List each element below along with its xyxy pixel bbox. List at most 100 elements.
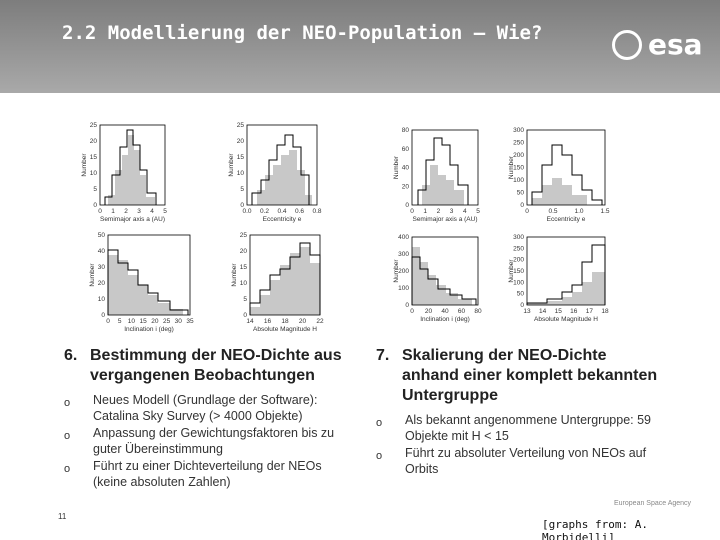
x-tick-label: 80 (474, 308, 482, 315)
bullet-marker: o (64, 397, 71, 409)
x-tick-label: 0 (525, 208, 529, 215)
x-axis-label: Absolute Magnitude H (534, 316, 598, 323)
y-tick-label: 25 (90, 122, 98, 129)
y-axis-label: Number (228, 153, 235, 177)
bullet-marker: o (64, 463, 71, 475)
agency-name: European Space Agency (614, 500, 692, 507)
bullet: o Führt zu absoluter Verteilung von NEOs … (376, 445, 666, 477)
y-tick-label: 30 (98, 264, 106, 271)
plot-frame (246, 124, 318, 206)
y-tick-label: 20 (240, 248, 248, 255)
x-tick-label: 4 (463, 208, 467, 215)
y-tick-label: 300 (513, 127, 524, 134)
x-tick-label: 60 (458, 308, 466, 315)
bullet-text: Neues Modell (Grundlage der Software): C… (93, 393, 318, 423)
plot-frame (411, 236, 479, 306)
y-tick-label: 10 (98, 296, 106, 303)
y-axis-label: Number (81, 153, 88, 177)
plot-frame (526, 236, 606, 306)
bullet: o Anpassung der Gewichtungsfaktoren bis z… (64, 425, 354, 457)
x-axis-label: Eccentricity e (547, 216, 586, 223)
y-tick-label: 15 (240, 264, 248, 271)
histogram (526, 244, 606, 305)
y-tick-label: 15 (90, 154, 98, 161)
y-tick-label: 25 (240, 232, 248, 239)
y-tick-label: 5 (93, 186, 97, 193)
x-tick-label: 22 (316, 318, 324, 325)
y-tick-label: 300 (513, 234, 524, 241)
y-axis-label: Number (393, 259, 400, 283)
heading-text: Skalierung der NEO-Dichte anhand einer k… (402, 347, 658, 404)
histogram (411, 247, 477, 305)
x-tick-label: 0.8 (312, 208, 321, 215)
y-tick-label: 250 (513, 245, 524, 252)
bullet-text: Führt zu absoluter Verteilung von NEOs a… (405, 446, 647, 476)
y-tick-label: 200 (513, 257, 524, 264)
y-tick-label: 10 (240, 280, 248, 287)
x-tick-label: 30 (175, 318, 183, 325)
y-axis-label: Number (508, 155, 515, 179)
x-tick-label: 0.4 (277, 208, 286, 215)
y-tick-label: 10 (90, 170, 98, 177)
y-tick-label: 200 (513, 152, 524, 159)
x-tick-label: 5 (118, 318, 122, 325)
y-tick-label: 10 (237, 170, 245, 177)
x-tick-label: 16 (264, 318, 272, 325)
y-tick-label: 20 (237, 138, 245, 145)
x-tick-label: 3 (137, 208, 141, 215)
heading-number: 6. (64, 347, 78, 364)
histogram (107, 249, 189, 315)
y-tick-label: 150 (513, 165, 524, 172)
histogram (249, 242, 321, 315)
y-tick-label: 0 (240, 202, 244, 209)
bullet-text: Anpassung der Gewichtungsfaktoren bis zu… (93, 426, 335, 456)
logo: esa (648, 28, 703, 61)
y-tick-label: 0 (101, 312, 105, 319)
x-tick-label: 35 (186, 318, 194, 325)
slide-title: 2.2 Modellierung der NEO-Population – Wi… (62, 22, 543, 44)
x-tick-label: 15 (555, 308, 563, 315)
x-axis-label: Eccentricity e (263, 216, 302, 223)
x-tick-label: 0 (106, 318, 110, 325)
y-tick-label: 0 (405, 202, 409, 209)
x-tick-label: 1.5 (600, 208, 609, 215)
y-tick-label: 300 (398, 251, 409, 258)
page-number: 11 (58, 512, 67, 521)
y-tick-label: 50 (517, 190, 525, 197)
heading: 6. Bestimmung der NEO-Dichte aus vergange… (64, 346, 354, 386)
x-tick-label: 20 (151, 318, 159, 325)
bullet-list: o Neues Modell (Grundlage der Software): … (64, 392, 354, 490)
x-tick-label: 10 (128, 318, 136, 325)
bullet: o Als bekannt angenommene Untergruppe: 59… (376, 412, 666, 444)
x-tick-label: 17 (586, 308, 594, 315)
x-tick-label: 40 (441, 308, 449, 315)
x-tick-label: 0.6 (295, 208, 304, 215)
x-tick-label: 20 (299, 318, 307, 325)
y-axis-label: Number (89, 263, 96, 287)
bullet-list: o Als bekannt angenommene Untergruppe: 59… (376, 412, 666, 477)
plot-frame (526, 129, 606, 206)
y-axis-label: Number (393, 155, 400, 179)
plot-frame (249, 234, 321, 316)
x-tick-label: 1 (111, 208, 115, 215)
y-tick-label: 0 (520, 202, 524, 209)
bullet-marker: o (376, 417, 383, 429)
credit: [graphs from: A. Morbidelli] (542, 518, 648, 540)
y-tick-label: 25 (237, 122, 245, 129)
x-tick-label: 1.0 (574, 208, 583, 215)
x-tick-label: 18 (601, 308, 609, 315)
x-tick-label: 4 (150, 208, 154, 215)
x-tick-label: 18 (281, 318, 289, 325)
heading-number: 7. (376, 347, 390, 364)
y-axis-label: Number (231, 263, 238, 287)
y-tick-label: 100 (513, 279, 524, 286)
bullet-marker: o (376, 450, 383, 462)
plot-frame (411, 129, 479, 206)
heading: 7. Skalierung der NEO-Dichte anhand einer… (376, 346, 666, 406)
left-section: 6. Bestimmung der NEO-Dichte aus vergange… (64, 346, 354, 490)
histogram (531, 144, 603, 205)
heading-text: Bestimmung der NEO-Dichte aus vergangene… (90, 347, 342, 384)
y-tick-label: 250 (513, 140, 524, 147)
y-tick-label: 400 (398, 234, 409, 241)
